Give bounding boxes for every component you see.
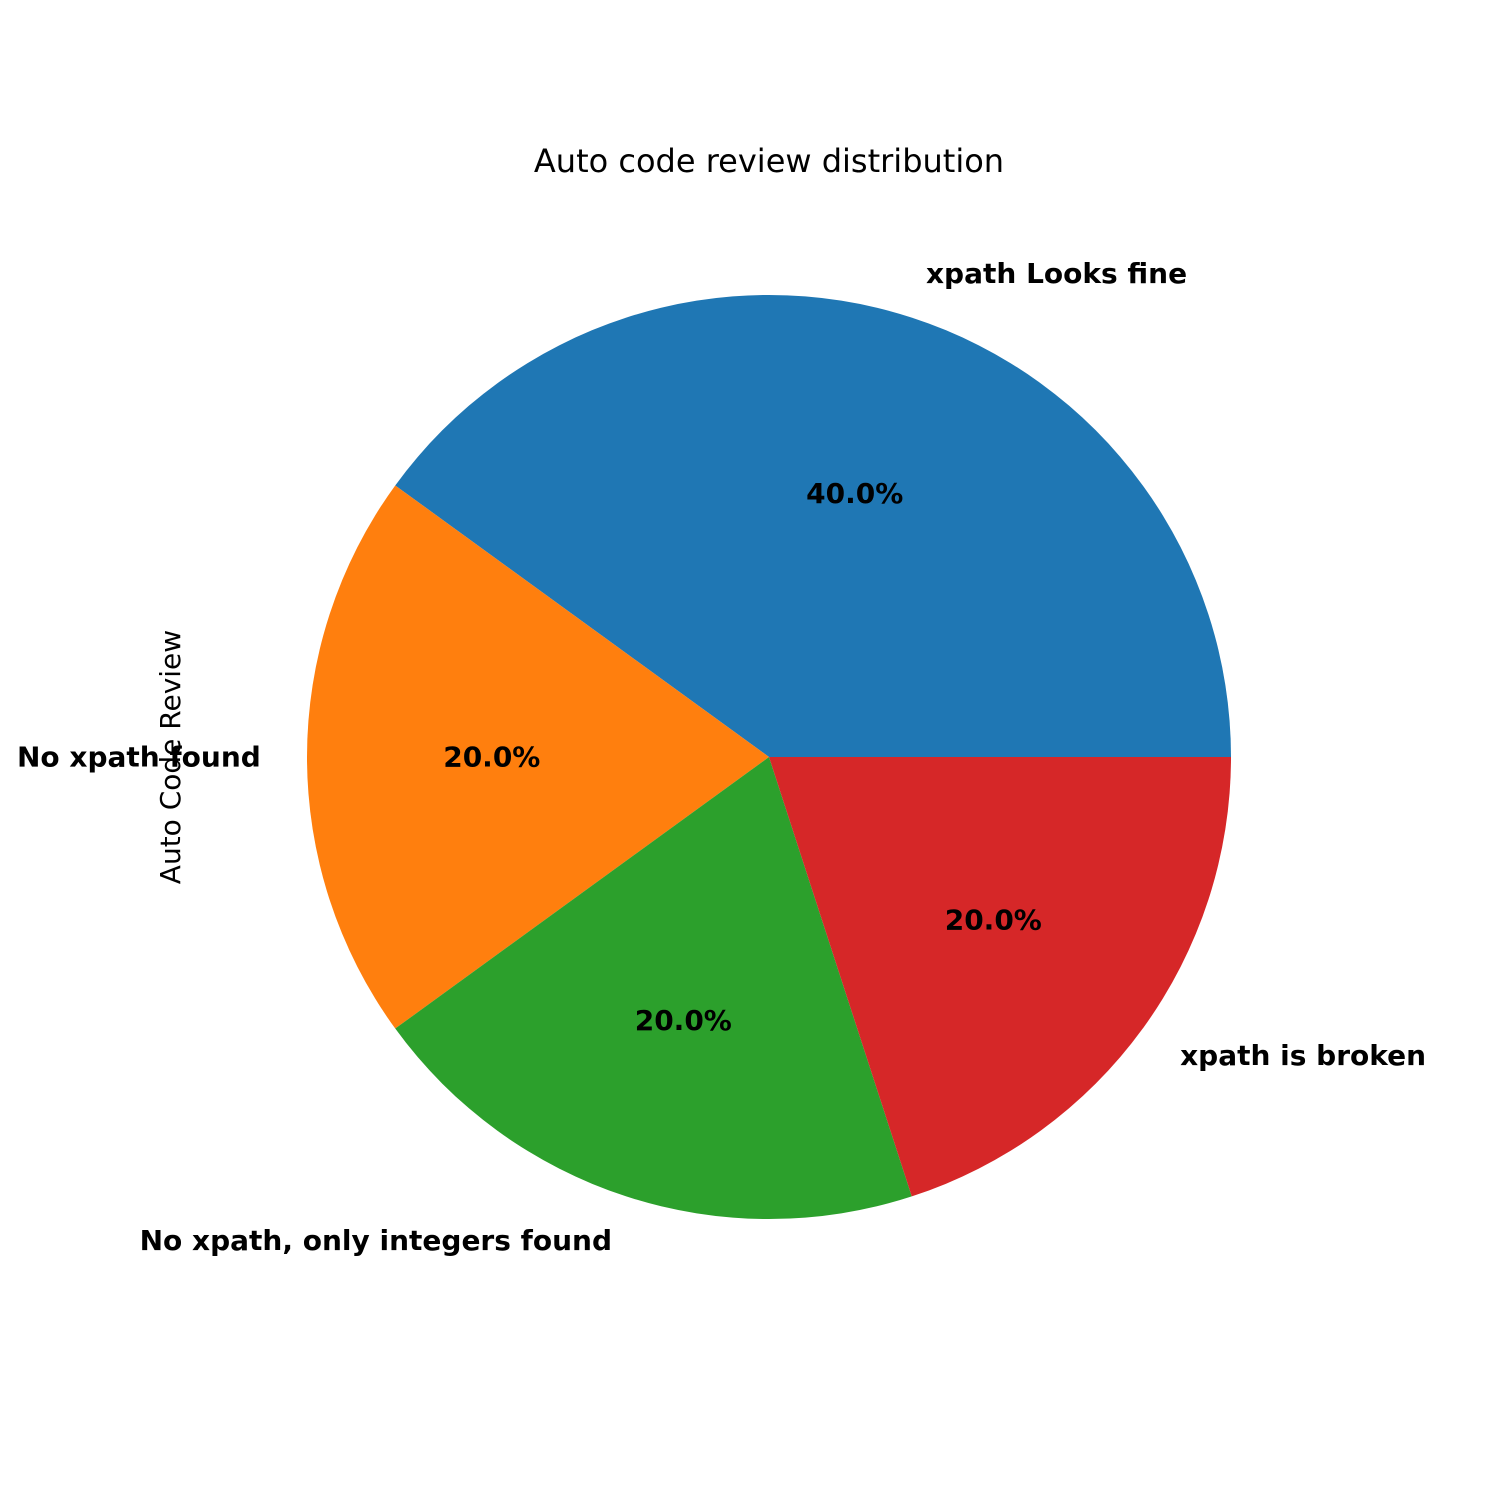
slice-label-2: No xpath found: [17, 741, 261, 774]
pie-slice-3: [395, 757, 912, 1220]
slice-percent-4: 20.0%: [945, 903, 1042, 936]
slice-percent-1: 40.0%: [806, 477, 903, 510]
chart-title: Auto code review distribution: [534, 142, 1004, 180]
slice-percent-2: 20.0%: [443, 741, 540, 774]
pie-labels: xpath Looks fine 40.0% No xpath found 20.0%…: [17, 257, 1426, 1257]
y-axis-label: Auto Code Review: [154, 630, 187, 884]
pie-slice-2: [306, 485, 769, 1029]
slice-percent-3: 20.0%: [635, 1004, 732, 1037]
pie-slice-1: [395, 294, 1232, 757]
pie-slices: [306, 294, 1232, 1220]
slice-label-3: No xpath, only integers found: [140, 1224, 612, 1257]
pie-slice-4: [769, 757, 1231, 1197]
slice-label-1: xpath Looks fine: [926, 257, 1187, 290]
slice-label-4: xpath is broken: [1180, 1039, 1426, 1072]
